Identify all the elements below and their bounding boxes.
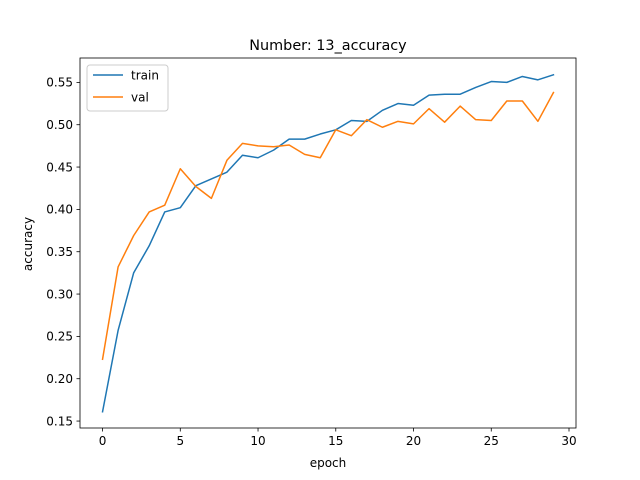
y-axis-label: accuracy	[21, 217, 35, 271]
x-tick-label: 5	[176, 434, 184, 448]
x-tick-label: 15	[328, 434, 343, 448]
y-tick-label: 0.55	[46, 76, 73, 90]
y-tick-label: 0.35	[46, 245, 73, 259]
x-tick-label: 25	[484, 434, 499, 448]
y-tick-label: 0.20	[46, 372, 73, 386]
x-tick-label: 0	[99, 434, 107, 448]
y-tick-label: 0.25	[46, 330, 73, 344]
y-tick-label: 0.50	[46, 118, 73, 132]
x-tick-label: 30	[561, 434, 576, 448]
series-line-val	[101, 91, 555, 361]
chart-title: Number: 13_accuracy	[249, 38, 407, 54]
y-tick-label: 0.15	[46, 414, 73, 428]
x-tick-label: 20	[406, 434, 421, 448]
plot-lines	[101, 73, 555, 413]
y-tick-label: 0.40	[46, 203, 73, 217]
x-tick-label: 10	[250, 434, 265, 448]
y-tick-label: 0.30	[46, 287, 73, 301]
legend-label-train: train	[131, 68, 159, 82]
x-axis-label: epoch	[310, 456, 347, 470]
x-axis-ticks: 0 5 10 15 20 25 30	[99, 428, 577, 448]
legend-box	[86, 64, 169, 112]
legend: train val	[86, 64, 169, 112]
y-axis-ticks: 0.15 0.20 0.25 0.30 0.35 0.40 0.45 0.50 0.55	[46, 76, 80, 428]
plot-frame	[79, 57, 577, 429]
legend-label-val: val	[131, 90, 149, 104]
y-tick-label: 0.45	[46, 160, 73, 174]
series-line-train	[101, 73, 555, 413]
